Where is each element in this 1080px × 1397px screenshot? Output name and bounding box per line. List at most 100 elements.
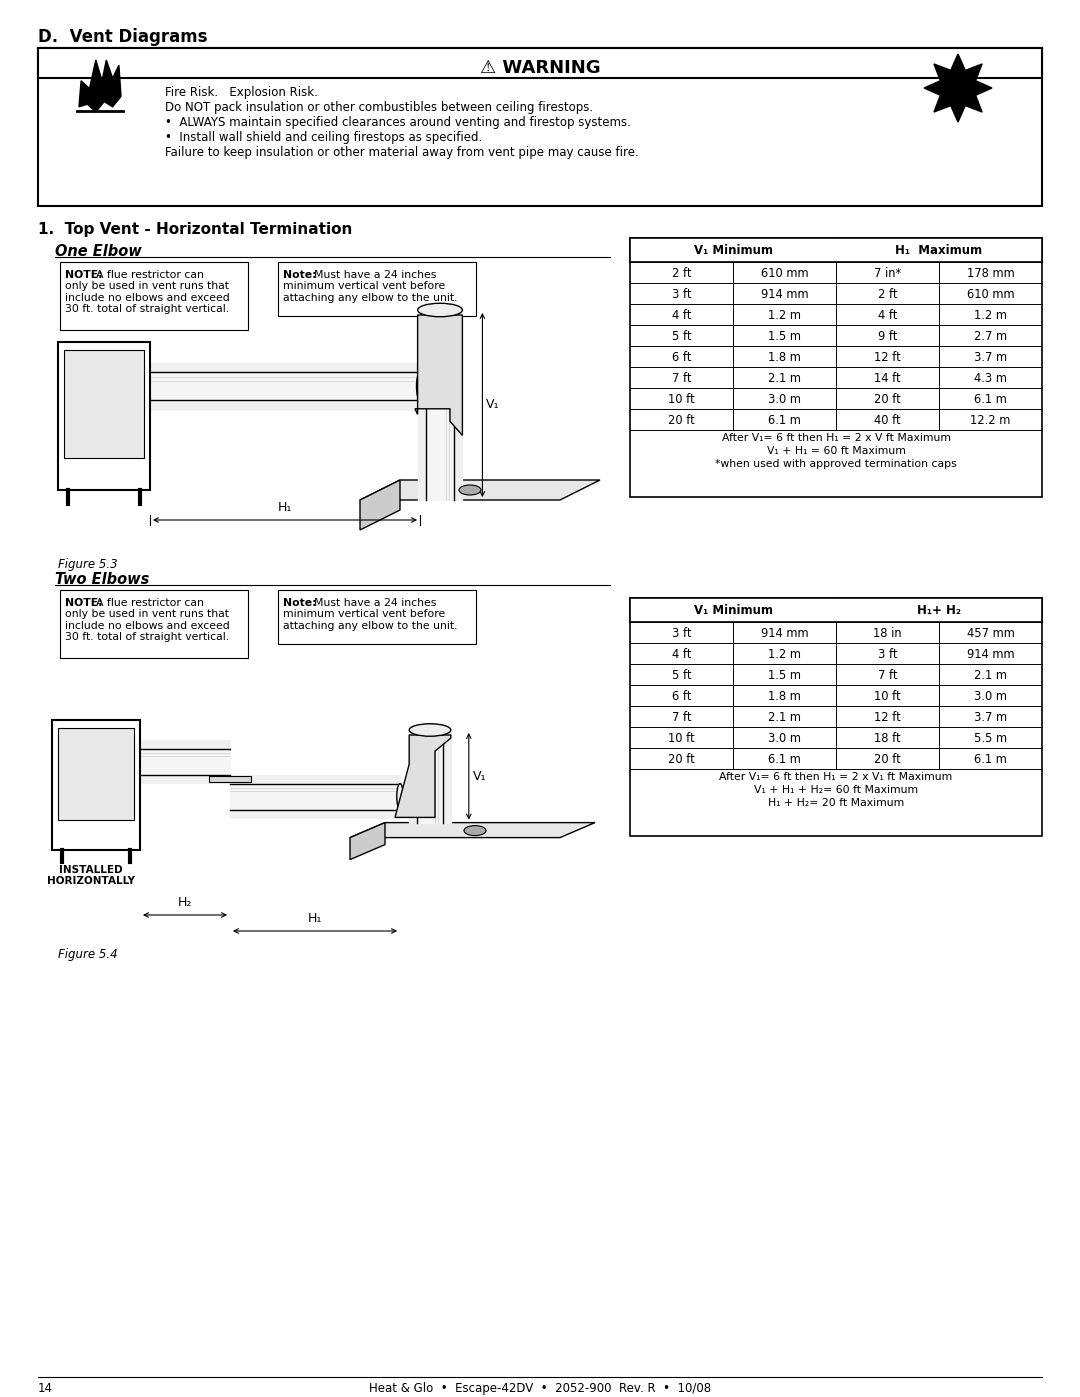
Text: 3.7 m: 3.7 m [974, 711, 1007, 724]
Text: 6 ft: 6 ft [672, 690, 691, 703]
Text: 1.2 m: 1.2 m [768, 648, 801, 661]
Text: only be used in vent runs that: only be used in vent runs that [65, 609, 229, 619]
Text: V₁: V₁ [473, 770, 486, 782]
Text: 6.1 m: 6.1 m [768, 753, 801, 766]
Text: 14: 14 [38, 1382, 53, 1396]
Text: 2.1 m: 2.1 m [768, 711, 801, 724]
Bar [60, 590, 248, 658]
Text: 7 ft: 7 ft [672, 711, 691, 724]
Text: 457 mm: 457 mm [967, 627, 1014, 640]
Text: Heat & Glo  •  Escape-42DV  •  2052-900  Rev. R  •  10/08: Heat & Glo • Escape-42DV • 2052-900 Rev.… [369, 1382, 711, 1396]
Ellipse shape [418, 303, 462, 317]
Text: minimum vertical vent before: minimum vertical vent before [283, 609, 445, 619]
Text: 3 ft: 3 ft [878, 648, 897, 661]
Bar [630, 598, 1042, 622]
Text: 18 in: 18 in [874, 627, 902, 640]
Ellipse shape [459, 485, 481, 495]
Text: minimum vertical vent before: minimum vertical vent before [283, 281, 445, 292]
Text: 1.8 m: 1.8 m [768, 351, 801, 365]
Text: 40 ft: 40 ft [874, 414, 901, 427]
Text: V₁: V₁ [486, 398, 500, 412]
Bar [38, 47, 1042, 205]
Text: 7 ft: 7 ft [672, 372, 691, 386]
Text: 1.5 m: 1.5 m [768, 669, 801, 682]
Text: 914 mm: 914 mm [967, 648, 1014, 661]
Text: H₂: H₂ [178, 895, 192, 909]
Text: 7 ft: 7 ft [878, 669, 897, 682]
Text: NOTE:: NOTE: [65, 270, 103, 279]
Text: only be used in vent runs that: only be used in vent runs that [65, 281, 229, 292]
Text: V₁ Minimum: V₁ Minimum [693, 605, 772, 617]
Ellipse shape [464, 826, 486, 835]
Text: NOTE:: NOTE: [65, 598, 103, 608]
Text: Must have a 24 inches: Must have a 24 inches [307, 270, 436, 279]
Polygon shape [350, 823, 384, 859]
Text: 2.1 m: 2.1 m [974, 669, 1007, 682]
Text: 5 ft: 5 ft [672, 330, 691, 344]
Text: 1.8 m: 1.8 m [768, 690, 801, 703]
Text: Failure to keep insulation or other material away from vent pipe may cause fire.: Failure to keep insulation or other mate… [165, 147, 638, 159]
Ellipse shape [409, 724, 450, 736]
Text: 6.1 m: 6.1 m [768, 414, 801, 427]
Text: 20 ft: 20 ft [669, 414, 694, 427]
Text: 2.7 m: 2.7 m [974, 330, 1007, 344]
Text: 1.2 m: 1.2 m [768, 309, 801, 321]
Bar [58, 728, 134, 820]
Text: 610 mm: 610 mm [967, 288, 1014, 300]
Text: A flue restrictor can: A flue restrictor can [90, 598, 204, 608]
Polygon shape [360, 481, 400, 529]
Text: H₁+ H₂: H₁+ H₂ [917, 605, 961, 617]
Text: 10 ft: 10 ft [669, 393, 694, 407]
Text: 6.1 m: 6.1 m [974, 753, 1007, 766]
Text: 4 ft: 4 ft [672, 309, 691, 321]
Text: HORIZONTALLY: HORIZONTALLY [48, 876, 135, 886]
Text: 12 ft: 12 ft [874, 711, 901, 724]
Polygon shape [79, 60, 121, 112]
Text: 3.0 m: 3.0 m [768, 393, 801, 407]
Polygon shape [395, 735, 450, 817]
Text: H₁: H₁ [308, 912, 322, 925]
Text: Figure 5.4: Figure 5.4 [58, 949, 118, 961]
Text: 12 ft: 12 ft [874, 351, 901, 365]
Bar [630, 598, 1042, 835]
Text: 5 ft: 5 ft [672, 669, 691, 682]
Text: 3.0 m: 3.0 m [974, 690, 1007, 703]
Text: 2 ft: 2 ft [878, 288, 897, 300]
Text: Note:: Note: [283, 598, 316, 608]
Ellipse shape [417, 373, 423, 401]
Text: 2.1 m: 2.1 m [768, 372, 801, 386]
Polygon shape [924, 54, 993, 122]
Text: H₁: H₁ [278, 502, 293, 514]
Text: 3.7 m: 3.7 m [974, 351, 1007, 365]
Text: A flue restrictor can: A flue restrictor can [90, 270, 204, 279]
Text: Must have a 24 inches: Must have a 24 inches [307, 598, 436, 608]
Text: Note:: Note: [283, 270, 316, 279]
Text: 178 mm: 178 mm [967, 267, 1014, 279]
Polygon shape [210, 775, 251, 782]
Text: 20 ft: 20 ft [669, 753, 694, 766]
Bar [630, 237, 1042, 497]
Text: 6 ft: 6 ft [672, 351, 691, 365]
Text: V₁ Minimum: V₁ Minimum [693, 244, 772, 257]
Text: 4.3 m: 4.3 m [974, 372, 1007, 386]
Text: Do NOT pack insulation or other combustibles between ceiling firestops.: Do NOT pack insulation or other combusti… [165, 101, 593, 115]
Text: 3 ft: 3 ft [672, 627, 691, 640]
Text: attaching any elbow to the unit.: attaching any elbow to the unit. [283, 620, 458, 630]
Text: 3 ft: 3 ft [672, 288, 691, 300]
Text: 914 mm: 914 mm [760, 627, 808, 640]
Bar [60, 263, 248, 330]
Text: 18 ft: 18 ft [874, 732, 901, 745]
Bar [52, 719, 140, 849]
Text: 14 ft: 14 ft [874, 372, 901, 386]
Text: attaching any elbow to the unit.: attaching any elbow to the unit. [283, 292, 458, 303]
Text: 610 mm: 610 mm [760, 267, 808, 279]
Text: include no elbows and exceed: include no elbows and exceed [65, 620, 230, 630]
Text: V₁ + H₁ + H₂= 60 ft Maximum: V₁ + H₁ + H₂= 60 ft Maximum [754, 785, 918, 795]
Text: 30 ft. total of straight vertical.: 30 ft. total of straight vertical. [65, 631, 229, 641]
Text: After V₁= 6 ft then H₁ = 2 x V ft Maximum: After V₁= 6 ft then H₁ = 2 x V ft Maximu… [721, 433, 950, 443]
Polygon shape [350, 823, 595, 838]
Text: 5.5 m: 5.5 m [974, 732, 1007, 745]
Text: 1.5 m: 1.5 m [768, 330, 801, 344]
Text: 20 ft: 20 ft [874, 753, 901, 766]
Text: •  ALWAYS maintain specified clearances around venting and firestop systems.: • ALWAYS maintain specified clearances a… [165, 116, 631, 129]
